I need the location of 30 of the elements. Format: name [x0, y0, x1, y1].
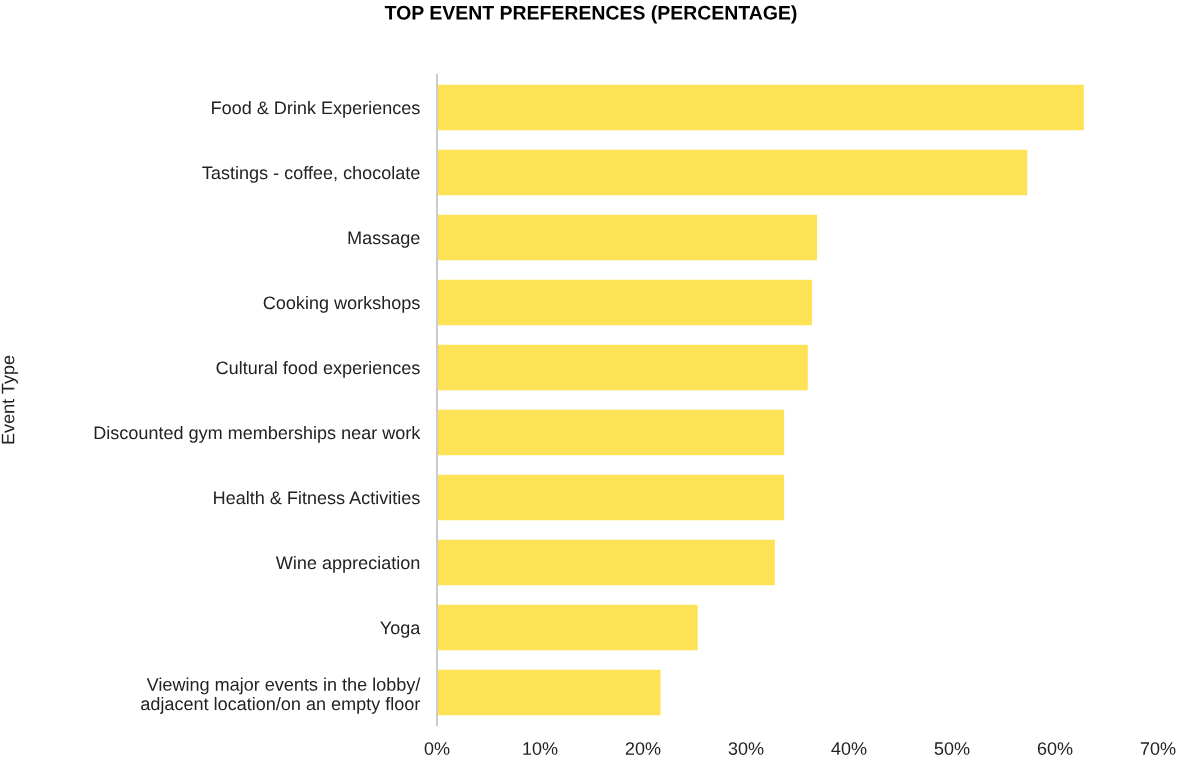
x-tick-label: 60%: [1037, 742, 1073, 755]
bar: [437, 409, 785, 456]
x-tick-label: 10%: [523, 742, 558, 755]
y-tick-label: Cultural food experiences: [216, 360, 420, 378]
y-tick-label: Yoga: [380, 621, 421, 638]
bar: [437, 84, 1084, 131]
y-tick-label: Tastings - coffee, chocolate: [202, 165, 420, 183]
y-axis-title: Event Type: [1, 355, 18, 444]
x-tick-label: 50%: [934, 742, 970, 755]
bar: [437, 149, 1028, 196]
y-tick-label: Viewing major events in the lobby/ adjacent location/on an empty floor: [141, 677, 421, 714]
bar: [437, 279, 812, 326]
chart-title: TOP EVENT PREFERENCES (PERCENTAGE): [384, 5, 797, 24]
x-tick-label: 30%: [728, 742, 764, 755]
x-tick-label: 0%: [424, 742, 450, 755]
y-tick-label: Food & Drink Experiences: [212, 100, 420, 118]
y-tick-label: Cooking workshops: [263, 295, 420, 313]
y-tick-label: Health & Fitness Activities: [214, 490, 420, 505]
x-tick-label: 40%: [831, 742, 867, 755]
x-tick-label: 20%: [625, 742, 661, 755]
y-tick-label: Massage: [348, 231, 420, 248]
bar: [437, 344, 808, 391]
bar: [437, 214, 818, 261]
y-tick-label: Wine appreciation: [275, 555, 420, 573]
bar: [437, 669, 661, 716]
bar: [437, 474, 785, 521]
y-tick-label: Discounted gym memberships near work: [94, 425, 421, 443]
x-tick-label: 70%: [1140, 742, 1176, 755]
bar: [437, 539, 775, 586]
bar: [437, 604, 698, 651]
